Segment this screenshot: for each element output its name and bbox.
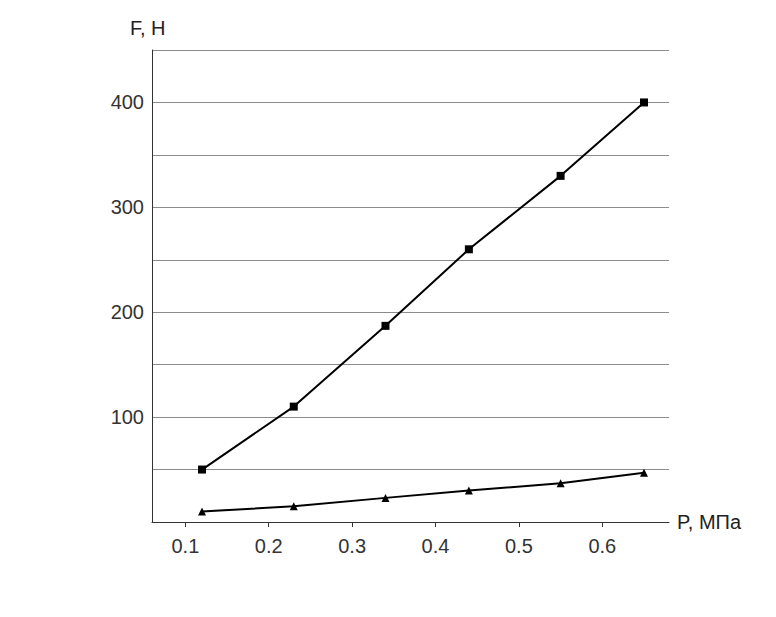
svg-text:0.2: 0.2 (255, 535, 283, 557)
svg-text:100: 100 (111, 406, 144, 428)
svg-text:0.4: 0.4 (422, 535, 450, 557)
svg-text:P, МПа: P, МПа (677, 511, 742, 533)
svg-text:0.1: 0.1 (171, 535, 199, 557)
svg-text:400: 400 (111, 91, 144, 113)
svg-text:0.3: 0.3 (338, 535, 366, 557)
svg-text:0.6: 0.6 (588, 535, 616, 557)
svg-text:300: 300 (111, 196, 144, 218)
svg-text:0.5: 0.5 (505, 535, 533, 557)
svg-text:200: 200 (111, 301, 144, 323)
svg-text:F, Н: F, Н (130, 17, 166, 39)
